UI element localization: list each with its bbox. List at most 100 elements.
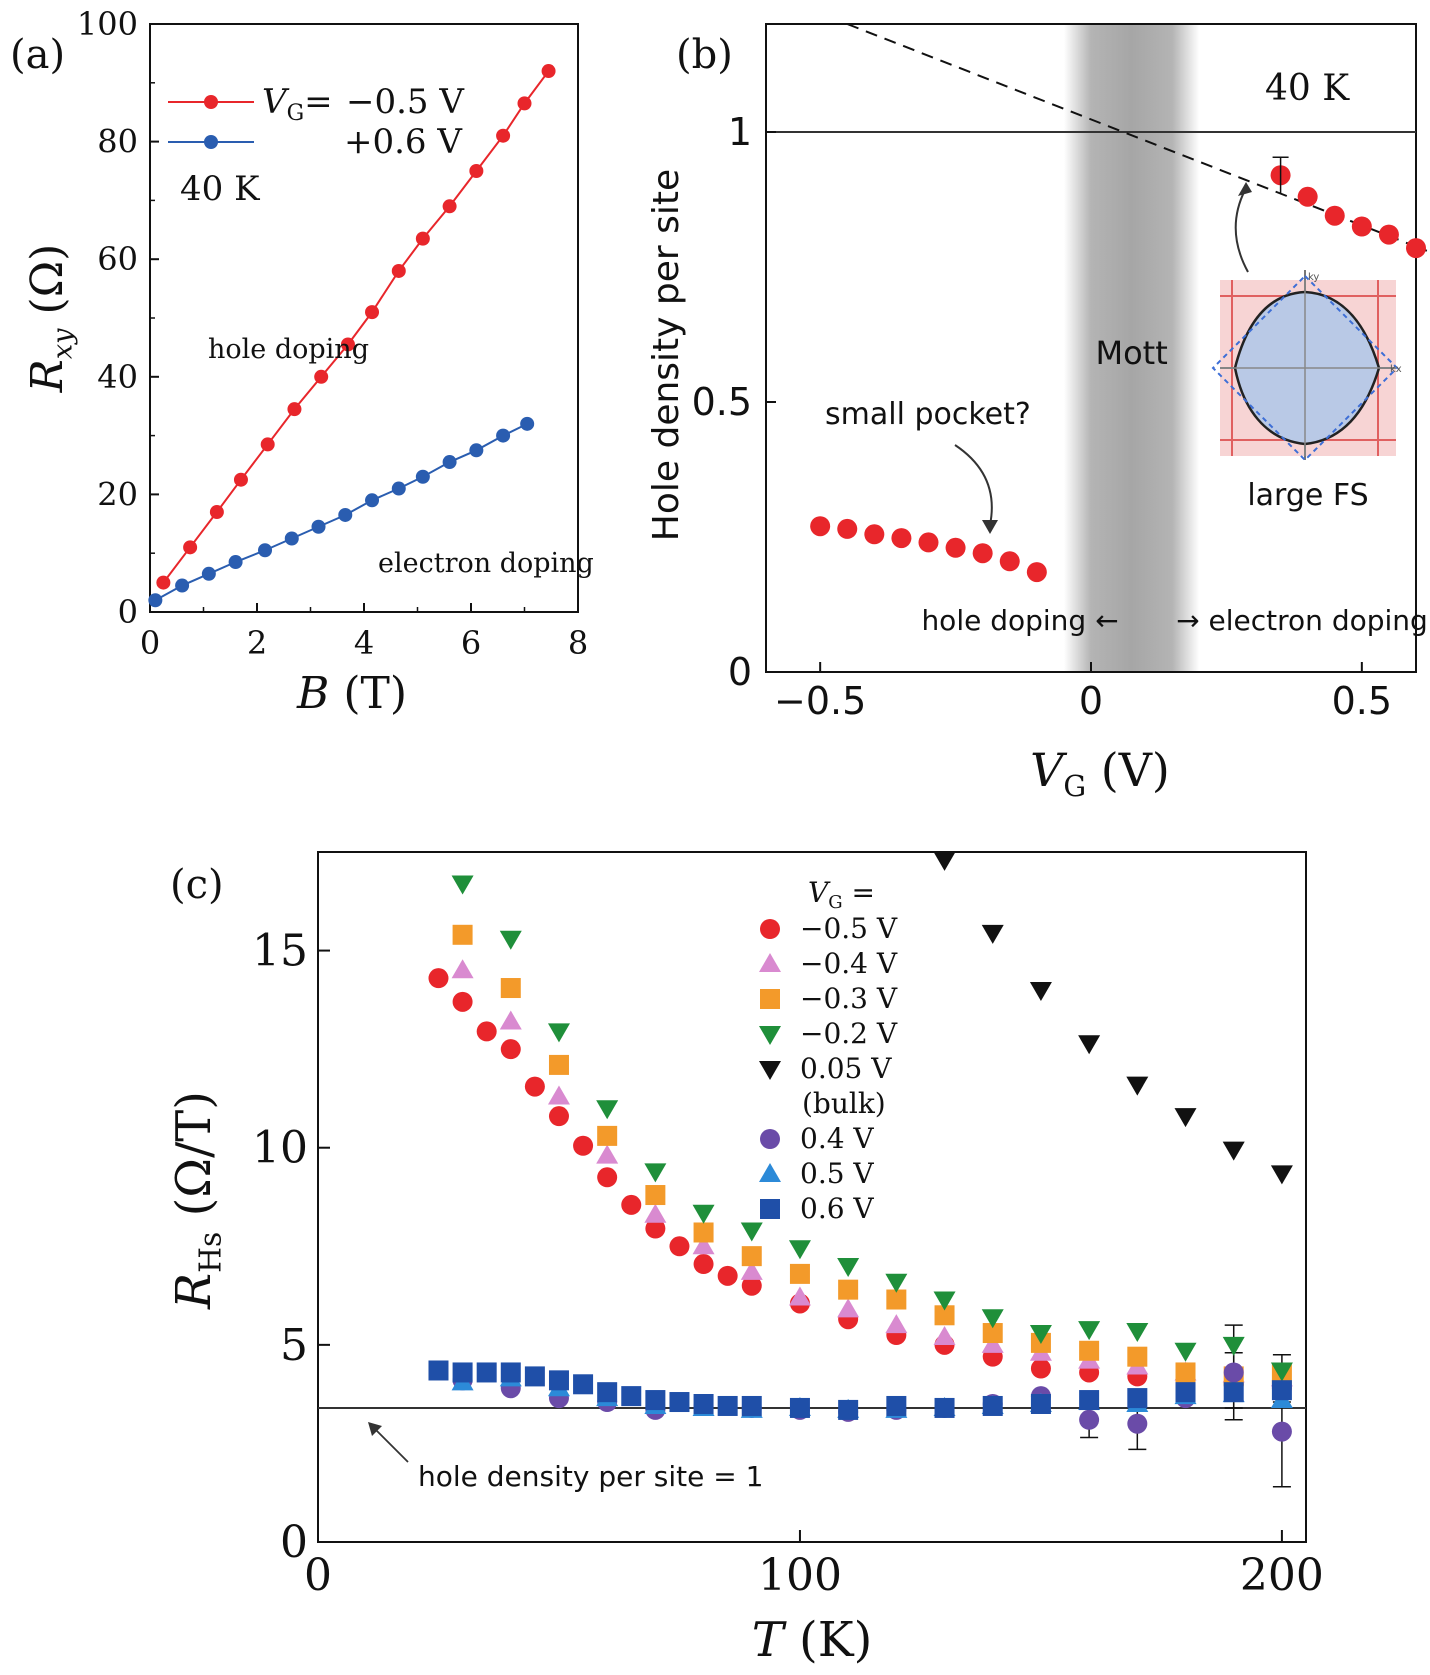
data-point (946, 538, 966, 558)
figure: 0 2 4 6 8020406080100(a)B (T)Rxy (Ω)VG= −0.5 … (0, 0, 1430, 1675)
annotation-electron-doping: electron doping (378, 548, 594, 579)
y-axis-label: Hole density per site (646, 169, 687, 541)
x-tick-label: −0.5 (774, 679, 866, 723)
data-point (183, 540, 197, 554)
data-point (365, 305, 379, 319)
y-tick-label: 0 (118, 593, 138, 631)
legend: VG =−0.5 V−0.4 V−0.3 V−0.2 V0.05 V0.4 V0… (759, 876, 898, 1225)
data-point (1176, 1382, 1196, 1402)
data-point (718, 1396, 738, 1416)
data-point (1027, 562, 1047, 582)
data-point (1176, 1362, 1196, 1382)
data-point (789, 1240, 811, 1259)
legend-label: −0.4 V (800, 947, 898, 980)
data-point (790, 1264, 810, 1284)
legend-label: 0.4 V (800, 1122, 874, 1155)
temperature-label: 40 K (180, 169, 260, 209)
data-point (261, 437, 275, 451)
data-point (1325, 206, 1345, 226)
data-point (501, 1362, 521, 1382)
data-point (1078, 1035, 1100, 1054)
data-point (548, 1085, 570, 1104)
data-point (234, 473, 248, 487)
data-point (416, 470, 430, 484)
data-point (1272, 1422, 1292, 1442)
inset-arrowhead (1238, 182, 1252, 196)
data-point (694, 1222, 714, 1242)
reference-arrow (372, 1426, 408, 1462)
data-point (669, 1236, 689, 1256)
data-point (477, 1362, 497, 1382)
data-point (469, 164, 483, 178)
legend-label: +0.6 V (344, 122, 463, 162)
data-point (1224, 1362, 1244, 1382)
data-point (1127, 1347, 1147, 1367)
data-point (501, 978, 521, 998)
data-point (314, 370, 328, 384)
annotation-large-fs: large FS (1247, 478, 1368, 513)
data-point (693, 1205, 715, 1224)
panel-c: 0 100 200 0 5 10 15 (c) T (K) RHs (Ω/T) VG =−0.5 V… (166, 852, 1324, 1668)
legend-marker (760, 1129, 780, 1149)
data-point (452, 959, 474, 978)
x-tick-label: 0 (304, 1550, 332, 1601)
panel-b: Mott −0.5 0 0.5 0 0.5 1 (b) 40 K VG (V) Hole densi… (646, 24, 1428, 803)
ky-label: ky (1308, 272, 1319, 283)
legend-label: −0.5 V (800, 912, 898, 945)
data-point (838, 1280, 858, 1300)
data-point (1298, 187, 1318, 207)
annotation-small-pocket: small pocket? (825, 397, 1031, 432)
panel-a: 0 2 4 6 8020406080100(a)B (T)Rxy (Ω)VG= −0.5 … (10, 5, 594, 719)
data-point (428, 1360, 448, 1380)
data-point (453, 1362, 473, 1382)
data-point (1078, 1321, 1100, 1340)
data-point (312, 520, 326, 534)
data-point (1175, 1343, 1197, 1362)
data-point (453, 925, 473, 945)
x-axis-label: VG (V) (1030, 743, 1170, 803)
data-point (934, 852, 956, 871)
data-point (1127, 1414, 1147, 1434)
data-point (596, 1145, 618, 1164)
data-point (837, 1258, 859, 1277)
data-point (229, 555, 243, 569)
data-point (477, 1021, 497, 1041)
data-point (837, 1298, 859, 1317)
legend-marker (760, 919, 780, 939)
data-point (644, 1204, 666, 1223)
data-point (392, 264, 406, 278)
data-point (810, 516, 830, 536)
reference-label: hole density per site = 1 (418, 1460, 763, 1493)
data-point (453, 992, 473, 1012)
y-tick-label: 0 (728, 650, 752, 694)
data-point (285, 532, 299, 546)
data-point (1031, 1394, 1051, 1414)
data-point (669, 1392, 689, 1412)
data-point (837, 519, 857, 539)
x-tick-label: 0 (1079, 679, 1103, 723)
data-point (919, 532, 939, 552)
data-point (790, 1398, 810, 1418)
y-tick-label: 0 (280, 1517, 308, 1568)
data-point (742, 1396, 762, 1416)
data-point (443, 199, 457, 213)
x-tick-label: 6 (461, 624, 481, 662)
y-tick-label: 10 (252, 1123, 308, 1174)
data-point (886, 1396, 906, 1416)
panel-label: (b) (676, 32, 733, 78)
data-point (156, 576, 170, 590)
data-point (645, 1390, 665, 1410)
data-point (210, 505, 224, 519)
data-point (549, 1370, 569, 1390)
data-point (934, 1326, 956, 1345)
data-point (838, 1400, 858, 1420)
data-point (500, 931, 522, 950)
legend-title: VG = (808, 876, 875, 913)
data-point (1175, 1108, 1197, 1127)
legend-marker (759, 1163, 781, 1182)
legend-label: −0.5 V (346, 82, 465, 122)
y-tick-label: 5 (280, 1320, 308, 1371)
y-tick-label: 100 (77, 5, 138, 43)
data-point (597, 1382, 617, 1402)
data-point (175, 579, 189, 593)
